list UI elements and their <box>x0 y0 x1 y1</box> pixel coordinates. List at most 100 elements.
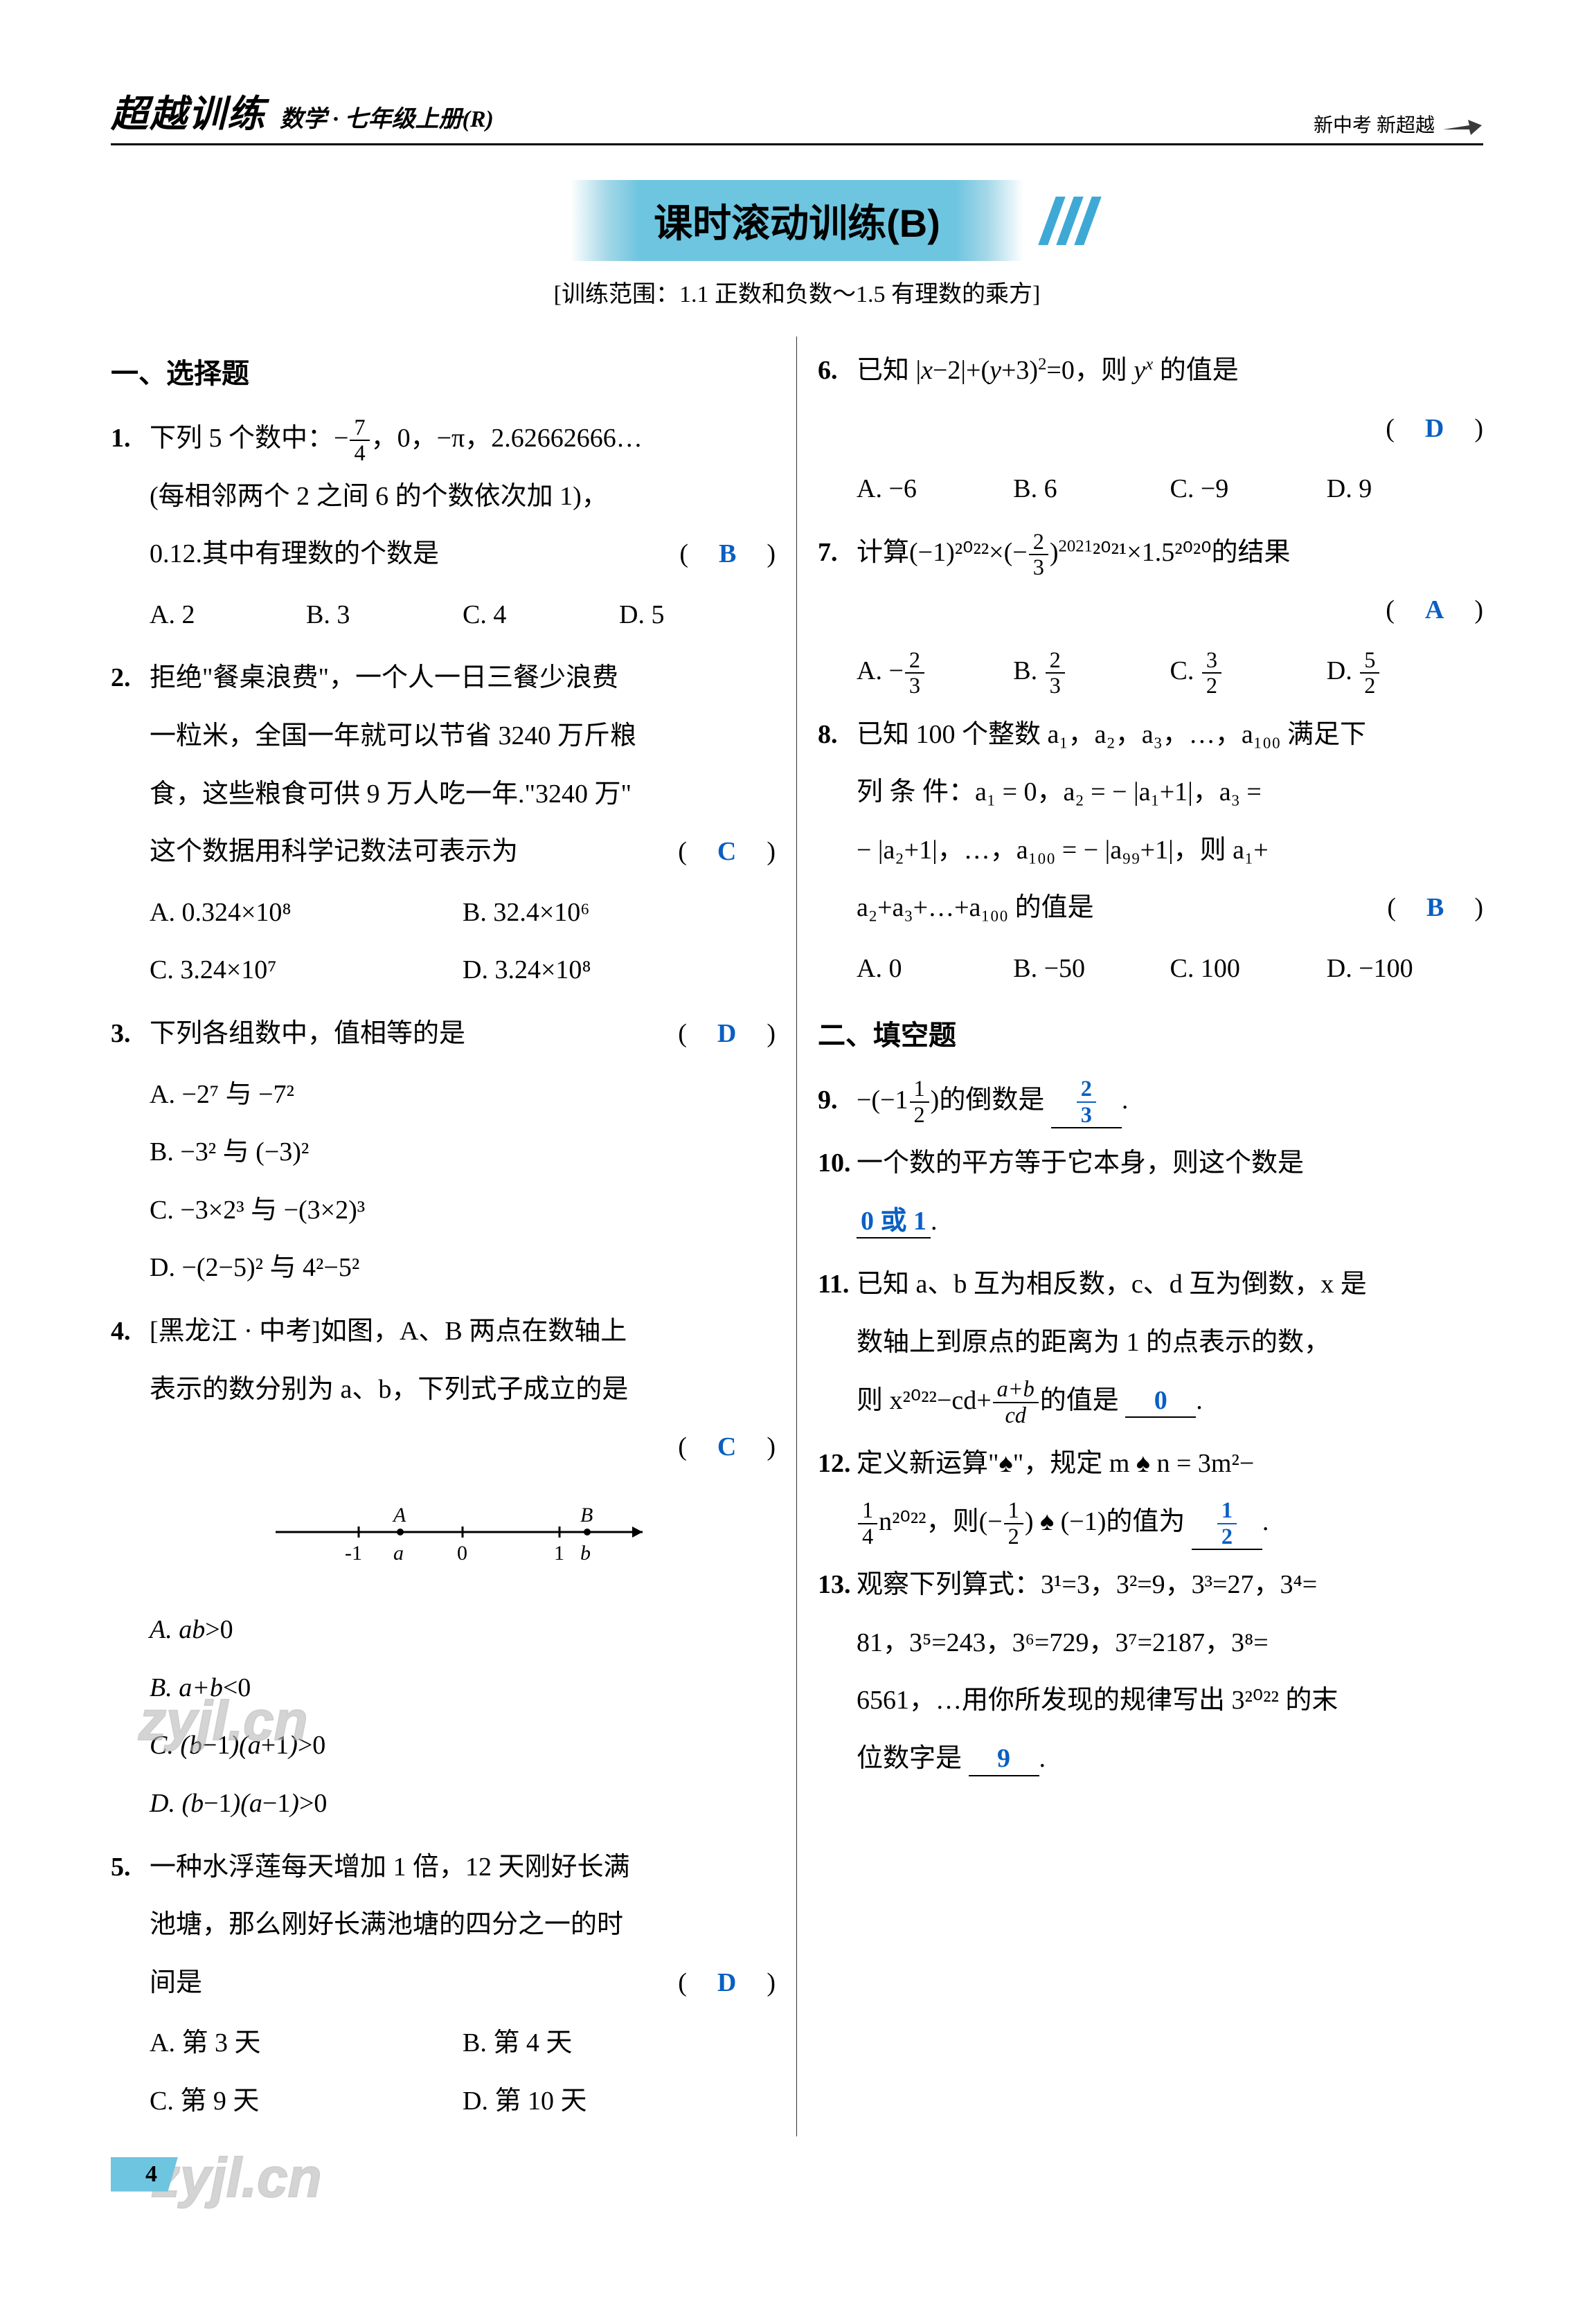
question-9: 9. −(−112)的倒数是 23. <box>818 1072 1483 1130</box>
number-line-svg: A B -1 a 0 1 <box>255 1490 670 1574</box>
option-a: A. −2⁷ 与 −7² <box>150 1066 776 1124</box>
question-body: 计算(−1)²⁰²²×(−23)2021²⁰²¹×1.5²⁰²⁰的结果 ( A … <box>857 524 1483 701</box>
option-b: B. 6 <box>1013 460 1170 519</box>
answer: C <box>713 837 740 866</box>
svg-text:B: B <box>580 1504 593 1526</box>
option-d: D. 第 10 天 <box>463 2073 776 2131</box>
answer-blank: ( A ) <box>1386 595 1483 624</box>
svg-text:0: 0 <box>457 1542 467 1565</box>
question-body: −(−112)的倒数是 23. <box>857 1072 1483 1130</box>
option-b: B. 3 <box>306 586 463 645</box>
question-body: 已知 100 个整数 a₁，a₂，a₃，…，a₁₀₀ 满足下 列 条 件：a₁ … <box>857 706 1483 998</box>
section-header-1: 一、选择题 <box>111 343 776 404</box>
question-number: 11. <box>818 1256 857 1430</box>
content-columns: 一、选择题 1. 下列 5 个数中：−74，0，−π，2.62662666… (… <box>111 336 1483 2136</box>
answer-blank: ( D ) <box>678 1954 776 2012</box>
question-number: 12. <box>818 1435 857 1551</box>
question-body: 下列 5 个数中：−74，0，−π，2.62662666… (每相邻两个 2 之… <box>150 410 776 644</box>
question-body: 一种水浮莲每天增加 1 倍，12 天刚好长满 池塘，那么刚好长满池塘的四分之一的… <box>150 1839 776 2131</box>
question-number: 8. <box>818 706 857 998</box>
question-number: 5. <box>111 1839 150 2131</box>
question-13: 13. 观察下列算式：3¹=3，3²=9，3³=27，3⁴= 81，3⁵=243… <box>818 1556 1483 1787</box>
svg-text:-1: -1 <box>345 1542 362 1565</box>
options: A. ab>0 B. a+b<0 C. (b−1)(a+1)>0 D. (b−1… <box>150 1601 776 1832</box>
options: A. 第 3 天 B. 第 4 天 C. 第 9 天 D. 第 10 天 <box>150 2015 776 2130</box>
option-c: C. −3×2³ 与 −(3×2)³ <box>150 1182 776 1240</box>
fill-blank: 12 <box>1192 1498 1262 1550</box>
question-number: 9. <box>818 1072 857 1130</box>
option-b: B. −50 <box>1013 940 1170 998</box>
question-3: 3. 下列各组数中，值相等的是 ( D ) A. −2⁷ 与 −7² B. −3… <box>111 1005 776 1297</box>
question-number: 6. <box>818 342 857 519</box>
option-a: A. 2 <box>150 586 306 645</box>
fraction: 23 <box>1029 530 1048 580</box>
option-d: D. 3.24×10⁸ <box>463 942 776 1000</box>
subject-label: 数学 · 七年级上册(R) <box>280 100 494 134</box>
page: 超越训练 数学 · 七年级上册(R) 新中考 新超越 课时滚动训练(B) [训练… <box>0 0 1594 2247</box>
option-c: C. 32 <box>1170 642 1327 701</box>
q1-line2: (每相邻两个 2 之间 6 的个数依次加 1)， <box>150 468 776 526</box>
option-d: D. −100 <box>1327 940 1483 998</box>
question-2: 2. 拒绝"餐桌浪费"，一个人一日三餐少浪费 一粒米，全国一年就可以节省 324… <box>111 649 776 1000</box>
banner-title: 课时滚动训练(B) <box>654 201 940 245</box>
option-d: D. −(2−5)² 与 4²−5² <box>150 1239 776 1297</box>
page-number: 4 <box>111 2157 178 2192</box>
answer-blank: ( D ) <box>678 1005 776 1063</box>
question-body: 下列各组数中，值相等的是 ( D ) A. −2⁷ 与 −7² B. −3² 与… <box>150 1005 776 1297</box>
question-body: 观察下列算式：3¹=3，3²=9，3³=27，3⁴= 81，3⁵=243，3⁶=… <box>857 1556 1483 1787</box>
title-banner: 课时滚动训练(B) <box>111 180 1483 261</box>
option-a: A. 0.324×10⁸ <box>150 884 463 942</box>
answer: D <box>713 1968 740 1997</box>
question-7: 7. 计算(−1)²⁰²²×(−23)2021²⁰²¹×1.5²⁰²⁰的结果 (… <box>818 524 1483 701</box>
header-right: 新中考 新超越 <box>1314 110 1483 138</box>
options: A. −6 B. 6 C. −9 D. 9 <box>857 460 1483 519</box>
svg-text:A: A <box>392 1504 406 1526</box>
svg-text:1: 1 <box>554 1542 564 1565</box>
q1-line1: 下列 5 个数中：−74，0，−π，2.62662666… <box>150 410 776 468</box>
fill-blank: 0 或 1 <box>857 1206 931 1239</box>
option-b: B. −3² 与 (−3)² <box>150 1124 776 1182</box>
option-c: C. −9 <box>1170 460 1327 519</box>
banner-bg: 课时滚动训练(B) <box>571 180 1023 261</box>
question-body: 已知 a、b 互为相反数，c、d 互为倒数，x 是 数轴上到原点的距离为 1 的… <box>857 1256 1483 1430</box>
question-11: 11. 已知 a、b 互为相反数，c、d 互为倒数，x 是 数轴上到原点的距离为… <box>818 1256 1483 1430</box>
question-10: 10. 一个数的平方等于它本身，则这个数是 0 或 1. <box>818 1135 1483 1250</box>
page-header: 超越训练 数学 · 七年级上册(R) 新中考 新超越 <box>111 83 1483 145</box>
option-d: D. 5 <box>619 586 776 645</box>
answer: D <box>1421 414 1448 443</box>
question-number: 1. <box>111 410 150 644</box>
fill-blank: 0 <box>1125 1385 1196 1418</box>
svg-text:b: b <box>580 1542 591 1565</box>
brand-title: 超越训练 <box>111 83 266 138</box>
options: A. −2⁷ 与 −7² B. −3² 与 (−3)² C. −3×2³ 与 −… <box>150 1066 776 1297</box>
option-a: A. −23 <box>857 642 1013 701</box>
options: A. 0 B. −50 C. 100 D. −100 <box>857 940 1483 998</box>
answer-blank: ( C ) <box>678 823 776 881</box>
answer-blank: ( B ) <box>1387 879 1483 937</box>
question-number: 4. <box>111 1303 150 1833</box>
question-4: 4. [黑龙江 · 中考]如图，A、B 两点在数轴上 表示的数分别为 a、b，下… <box>111 1303 776 1833</box>
options: A. 0.324×10⁸ B. 32.4×10⁶ C. 3.24×10⁷ D. … <box>150 884 776 1000</box>
question-number: 3. <box>111 1005 150 1297</box>
number-line-figure: A B -1 a 0 1 <box>150 1490 776 1595</box>
question-8: 8. 已知 100 个整数 a₁，a₂，a₃，…，a₁₀₀ 满足下 列 条 件：… <box>818 706 1483 998</box>
question-1: 1. 下列 5 个数中：−74，0，−π，2.62662666… (每相邻两个 … <box>111 410 776 644</box>
question-5: 5. 一种水浮莲每天增加 1 倍，12 天刚好长满 池塘，那么刚好长满池塘的四分… <box>111 1839 776 2131</box>
option-b: B. 23 <box>1013 642 1170 701</box>
question-body: 已知 |x−2|+(y+3)2=0，则 yx 的值是 ( D ) A. −6 B… <box>857 342 1483 519</box>
watermark: zyjl.cn <box>152 2146 322 2210</box>
fill-blank: 23 <box>1051 1077 1122 1128</box>
option-d: D. 9 <box>1327 460 1483 519</box>
hash-marks-icon <box>1038 197 1101 245</box>
svg-text:a: a <box>393 1542 404 1565</box>
answer-blank: ( C ) <box>678 1432 776 1461</box>
fill-blank: 9 <box>969 1743 1039 1776</box>
option-a: A. −6 <box>857 460 1013 519</box>
section-header-2: 二、填空题 <box>818 1005 1483 1066</box>
right-column: 6. 已知 |x−2|+(y+3)2=0，则 yx 的值是 ( D ) A. −… <box>797 336 1483 2136</box>
question-12: 12. 定义新运算"♠"，规定 m ♠ n = 3m²− 14n²⁰²²，则(−… <box>818 1435 1483 1551</box>
header-left: 超越训练 数学 · 七年级上册(R) <box>111 83 494 138</box>
question-number: 10. <box>818 1135 857 1250</box>
answer: D <box>713 1019 740 1048</box>
question-6: 6. 已知 |x−2|+(y+3)2=0，则 yx 的值是 ( D ) A. −… <box>818 342 1483 519</box>
